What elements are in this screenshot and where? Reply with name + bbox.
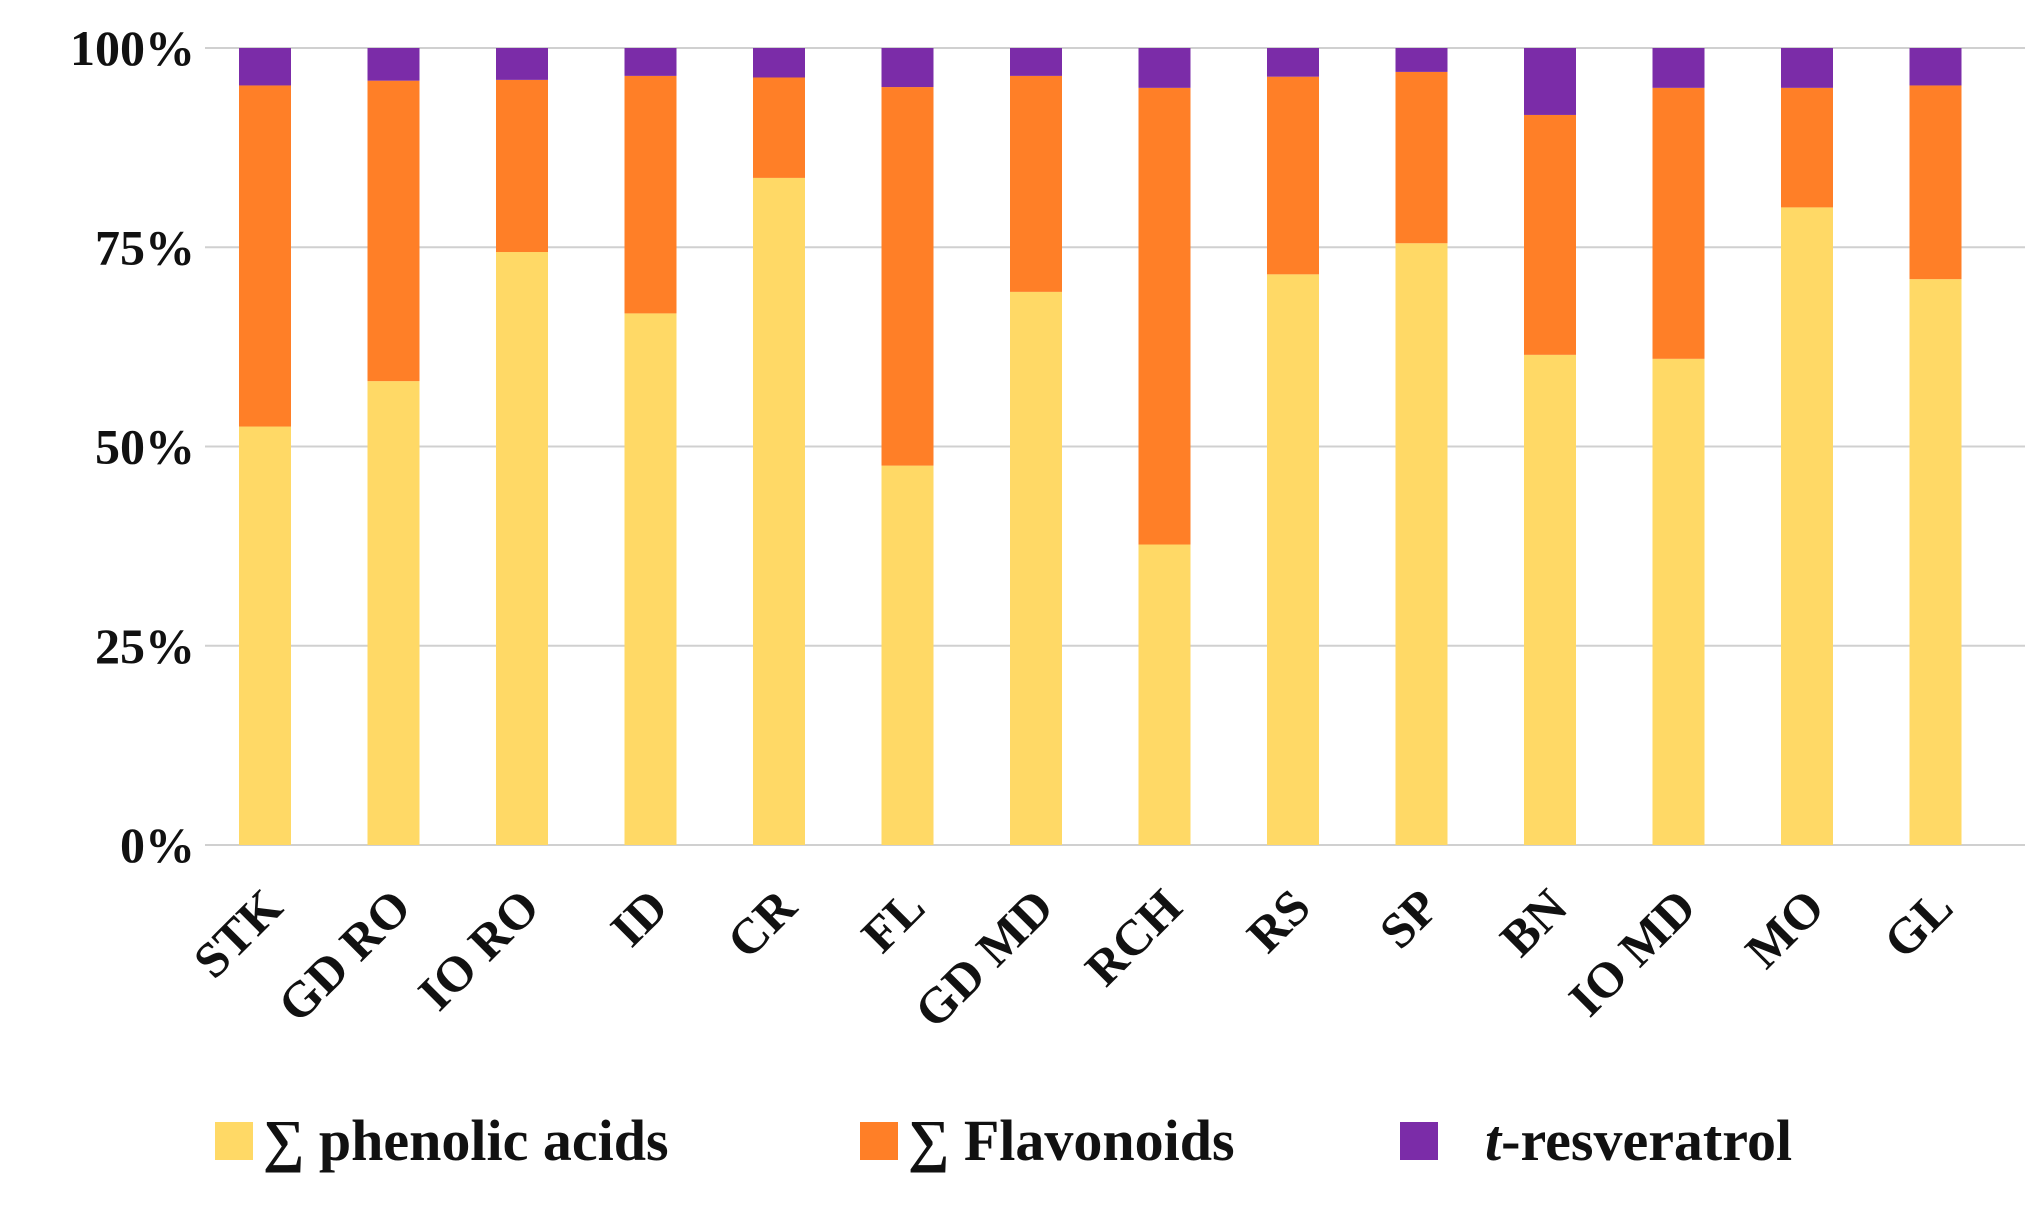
y-tick-label: 25% <box>95 618 195 674</box>
bar-segment-phenolic-acids <box>753 177 805 845</box>
bar-segment-phenolic-acids <box>1909 279 1962 845</box>
legend-label-prefix: ∑ <box>263 1108 319 1173</box>
legend-label: t-resveratrol <box>1485 1108 1792 1173</box>
bar-segment-flavonoids <box>239 85 291 427</box>
x-tick-label: RCH <box>1074 878 1192 996</box>
legend: ∑ phenolic acids ∑ Flavonoids t-resveratro… <box>215 1108 1792 1173</box>
bar-segment-t-resveratrol <box>239 48 291 86</box>
bar-segment-flavonoids <box>496 79 548 253</box>
bar-segment-phenolic-acids <box>1781 207 1833 845</box>
bar-segment-phenolic-acids <box>1010 291 1062 846</box>
bar-segment-phenolic-acids <box>1524 354 1576 845</box>
x-tick-label: IO MD <box>1558 878 1707 1027</box>
bar-segment-t-resveratrol <box>1395 48 1448 72</box>
bar-segment-flavonoids <box>624 75 677 314</box>
legend-label-prefix: t <box>1485 1108 1503 1173</box>
bar-segment-phenolic-acids <box>1652 358 1705 845</box>
bar-segment-phenolic-acids <box>1395 243 1448 845</box>
x-tick-label: SP <box>1368 878 1449 959</box>
legend-label: ∑ phenolic acids <box>263 1108 669 1173</box>
bar-segment-flavonoids <box>367 80 420 382</box>
bar-segment-flavonoids <box>881 87 934 466</box>
bar-segment-t-resveratrol <box>1524 48 1576 115</box>
x-tick-label: FL <box>850 878 935 963</box>
legend-swatch <box>215 1122 253 1160</box>
bar-segment-flavonoids <box>753 77 805 178</box>
bar-segment-phenolic-acids <box>624 313 677 845</box>
y-tick-label: 100% <box>70 20 195 76</box>
legend-label-text: phenolic acids <box>319 1108 669 1173</box>
bar-segment-flavonoids <box>1010 75 1062 292</box>
bar-segment-t-resveratrol <box>1781 48 1833 88</box>
bar-segment-phenolic-acids <box>367 381 420 845</box>
bars <box>239 48 1962 846</box>
legend-label-prefix: ∑ <box>908 1108 964 1173</box>
x-tick-label: STK <box>182 878 292 988</box>
x-tick-label: GD RO <box>267 878 422 1033</box>
bar-segment-phenolic-acids <box>1267 274 1319 845</box>
bar-segment-t-resveratrol <box>1909 48 1962 86</box>
bar-segment-flavonoids <box>1267 76 1319 275</box>
gridlines <box>205 47 2025 846</box>
bar-segment-t-resveratrol <box>753 48 805 78</box>
x-tick-label: BN <box>1489 878 1578 967</box>
bar-segment-t-resveratrol <box>496 48 548 80</box>
bar-segment-t-resveratrol <box>881 48 934 88</box>
x-tick-label: GL <box>1873 878 1964 969</box>
bar-segment-flavonoids <box>1524 114 1576 355</box>
y-axis: 0% 25% 50% 75% 100% <box>70 20 195 873</box>
x-tick-label: RS <box>1236 878 1321 963</box>
legend-label-text: Flavonoids <box>964 1108 1235 1173</box>
bar-segment-phenolic-acids <box>881 465 934 845</box>
x-tick-label: IO RO <box>407 878 550 1021</box>
bar-segment-t-resveratrol <box>1652 48 1705 88</box>
bar-segment-flavonoids <box>1909 85 1962 280</box>
y-tick-label: 0% <box>120 817 195 873</box>
legend-label: ∑ Flavonoids <box>908 1108 1235 1173</box>
bar-segment-phenolic-acids <box>1138 544 1191 845</box>
bar-segment-t-resveratrol <box>1267 48 1319 77</box>
bar-segment-t-resveratrol <box>1138 48 1191 88</box>
y-tick-label: 50% <box>95 419 195 475</box>
bar-segment-phenolic-acids <box>239 426 291 845</box>
y-tick-label: 75% <box>95 219 195 275</box>
bar-segment-phenolic-acids <box>496 252 548 846</box>
legend-swatch <box>1400 1122 1438 1160</box>
bar-segment-flavonoids <box>1652 87 1705 359</box>
bar-segment-t-resveratrol <box>624 48 677 76</box>
bar-segment-t-resveratrol <box>1010 48 1062 76</box>
bar-segment-flavonoids <box>1395 71 1448 244</box>
x-tick-label: MO <box>1734 878 1834 978</box>
x-tick-label: ID <box>599 878 678 957</box>
bar-segment-flavonoids <box>1781 87 1833 208</box>
x-tick-label: CR <box>716 878 807 969</box>
x-tick-label: GD MD <box>903 878 1063 1038</box>
bar-segment-flavonoids <box>1138 87 1191 545</box>
legend-swatch <box>860 1122 898 1160</box>
legend-label-text: -resveratrol <box>1501 1108 1792 1173</box>
bar-segment-t-resveratrol <box>367 48 420 81</box>
